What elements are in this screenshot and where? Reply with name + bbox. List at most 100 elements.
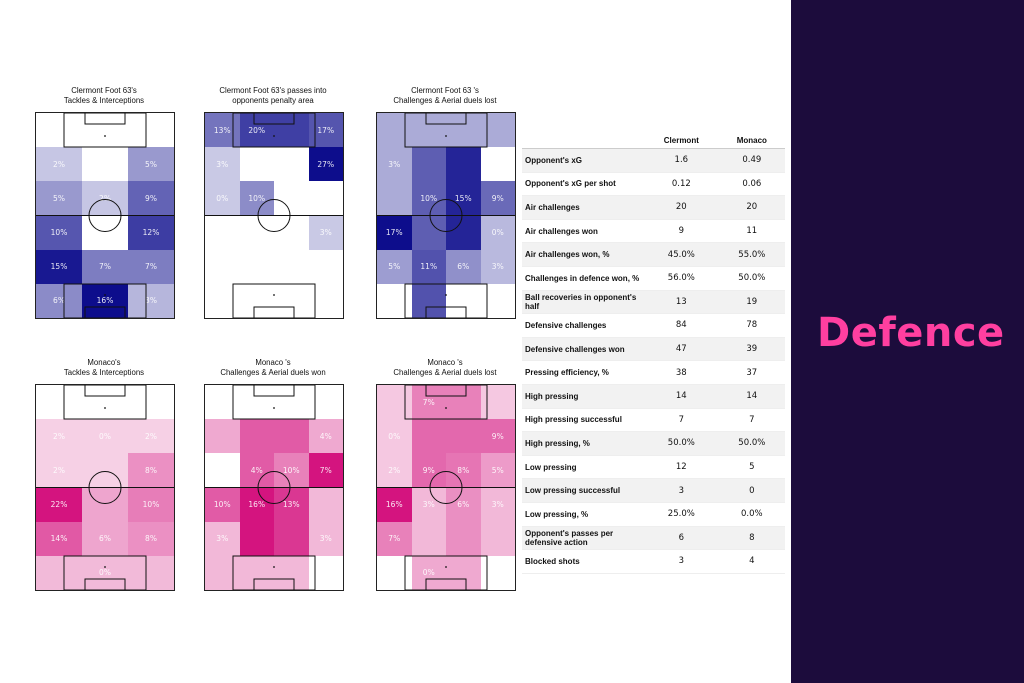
heatmap-cell: 7% <box>411 385 446 420</box>
clermont-value: 50.0% <box>644 431 719 456</box>
heatmap-cell: 16% <box>377 487 412 522</box>
heatmap-cell: 17% <box>308 113 343 148</box>
chart-title: Monaco's Tackles & Interceptions <box>63 358 145 377</box>
heatmap-cell: 9% <box>411 453 446 488</box>
monaco-value: 78 <box>718 313 785 338</box>
stat-label: Low pressing <box>522 455 644 480</box>
heatmap-cell: 15% <box>36 249 82 284</box>
heatmap-cell <box>308 487 343 522</box>
monaco-value: 8 <box>718 526 785 551</box>
heatmap-cell: 0% <box>82 555 128 590</box>
heatmap-cell: 6% <box>36 283 82 318</box>
table-row: Opponent's passes per defensive action 6 8 <box>522 526 785 551</box>
heatmap-cell: 0% <box>491 296 504 306</box>
heatmap-cell <box>82 113 128 147</box>
heatmap-cell: 0% <box>285 262 298 272</box>
heatmap-cell: 2% <box>36 419 82 454</box>
heatmap-cell: 14% <box>36 521 82 556</box>
monaco-value: 50.0% <box>718 266 785 291</box>
heatmap-cell: 3% <box>377 147 412 182</box>
table-row: Opponent's xG per shot 0.12 0.06 <box>522 172 785 197</box>
heatmap-cell: 0% <box>216 228 229 238</box>
chart-title: Clermont Foot 63 's Challenges & Aerial … <box>393 86 497 105</box>
monaco-value: 5 <box>718 455 785 480</box>
heatmap-cell: 7% <box>82 249 128 284</box>
monaco-value: 50.0% <box>718 431 785 456</box>
heatmap-cell: 0% <box>319 296 332 306</box>
monaco-value: 0.49 <box>718 148 785 173</box>
table-header-cell: Monaco <box>718 133 785 149</box>
heatmap-cell: 6% <box>446 249 481 284</box>
heatmap-cell: 7% <box>377 521 412 556</box>
heatmap-cell: 0% <box>205 181 240 216</box>
table-row: Low pressing, % 25.0% 0.0% <box>522 502 785 527</box>
stat-label: Low pressing, % <box>522 502 644 527</box>
heatmap-cell: 5% <box>480 453 515 488</box>
heatmap-cell <box>274 284 309 318</box>
clermont-value: 56.0% <box>644 266 719 291</box>
heatmap-cell <box>205 555 240 590</box>
heatmap-cell: 0% <box>377 419 412 454</box>
heatmap-cell: 10% <box>205 487 240 522</box>
pitch-heatmap: 0% 0% 2% 0% 2% 2% 8% 22% 10% 14% 6% 8% 0% <box>35 384 175 591</box>
monaco-value: 19 <box>718 290 785 315</box>
heatmap-cell: 10% <box>239 181 274 216</box>
pitch-heatmap: 0% 4% 0% 4% 10% 7% 10% 16% 13% 3% 3% 0% <box>204 384 344 591</box>
heatmap-cell <box>411 215 446 250</box>
stat-label: High pressing successful <box>522 408 644 433</box>
table-header-row: Clermont Monaco <box>522 133 785 149</box>
clermont-value: 0.12 <box>644 172 719 197</box>
table-row: High pressing 14 14 <box>522 384 785 409</box>
heatmap-cell: 7% <box>128 249 174 284</box>
heatmap-cell: 0% <box>82 419 128 454</box>
stat-label: Air challenges won, % <box>522 242 644 267</box>
heatmap-cell <box>274 555 309 590</box>
heatmap-cell: 4% <box>239 453 274 488</box>
pitch-heatmap: 7% 0% 9% 2% 9% 8% 5% 16% 3% 6% 3% 7% 0% 0% <box>376 384 516 591</box>
monaco-value: 55.0% <box>718 242 785 267</box>
monaco-value: 4 <box>718 549 785 574</box>
stat-label: Opponent's passes per defensive action <box>522 526 644 551</box>
table-row: Air challenges won, % 45.0% 55.0% <box>522 242 785 267</box>
heatmap-cell: 7% <box>308 453 343 488</box>
heatmap-cell: 0% <box>216 465 229 475</box>
clermont-value: 3 <box>644 478 719 503</box>
heatmap-cell: 10% <box>411 181 446 216</box>
stat-label: Defensive challenges won <box>522 337 644 362</box>
heatmap-cell <box>239 419 274 454</box>
heatmap-cell <box>239 521 274 556</box>
heatmap-cell <box>205 250 240 284</box>
heatmap-cell: 3% <box>411 487 446 522</box>
pitch-heatmap: 13% 20% 17% 3% 27% 0% 10% 0% 3% 0% 0% 0% 3% 0% 0% 0% 0% 0… <box>204 112 344 319</box>
table-row: Low pressing 12 5 <box>522 455 785 480</box>
heatmap-cell: 0% <box>411 555 446 590</box>
heatmap-cell <box>377 181 412 216</box>
stat-label: Ball recoveries in opponent's half <box>522 290 644 315</box>
chart-title: Monaco 's Challenges & Aerial duels lost <box>393 358 497 377</box>
clermont-value: 3 <box>644 549 719 574</box>
heatmap-cell: 3% <box>480 487 515 522</box>
heatmap-cell: 3% <box>319 193 332 203</box>
heatmap-cell: 6% <box>82 521 128 556</box>
heatmap-cell: 3% <box>128 283 174 318</box>
heatmap-cell: 16% <box>82 283 128 318</box>
heatmap-cell: 10% <box>36 215 82 250</box>
section-title: Defence <box>817 310 1005 356</box>
right-panel <box>791 0 1024 683</box>
monaco-value: 0.06 <box>718 172 785 197</box>
heatmap-cell <box>274 385 309 419</box>
table-row: High pressing, % 50.0% 50.0% <box>522 431 785 456</box>
heatmap-cell: 12% <box>128 215 174 250</box>
heatmap-cell: 8% <box>128 521 174 556</box>
table-row: High pressing successful 7 7 <box>522 408 785 433</box>
heatmap-cell: 15% <box>446 181 481 216</box>
table-row: Low pressing successful 3 0 <box>522 478 785 503</box>
table-header-cell <box>522 133 644 149</box>
heatmap-cell <box>205 385 240 419</box>
heatmap-cell: 8% <box>446 453 481 488</box>
heatmap-cell: 13% <box>274 487 309 522</box>
heatmap-cell: 20% <box>239 113 274 148</box>
heatmap-cell: 13% <box>205 113 240 148</box>
heatmap-cell: 10% <box>128 487 174 522</box>
table-body: Opponent's xG 1.6 0.49 Opponent's xG per sh… <box>522 148 785 574</box>
